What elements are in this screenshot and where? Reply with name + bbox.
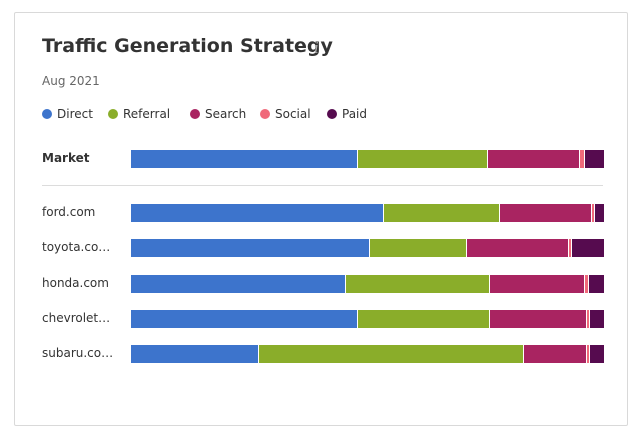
market-label: Market <box>42 151 90 165</box>
legend-item-paid[interactable]: Paid <box>327 107 367 121</box>
bar-segment-social[interactable] <box>580 150 586 168</box>
bar-segment-direct[interactable] <box>131 204 385 222</box>
bar-segment-referral[interactable] <box>358 310 491 328</box>
domain-label: toyota.co… <box>42 240 111 254</box>
legend-swatch <box>327 109 337 119</box>
bar-segment-search[interactable] <box>499 204 593 222</box>
bar-segment-direct[interactable] <box>131 150 359 168</box>
legend-item-referral[interactable]: Referral <box>108 107 170 121</box>
legend-item-social[interactable]: Social <box>260 107 311 121</box>
legend-swatch <box>108 109 118 119</box>
bar-segment-direct[interactable] <box>131 310 359 328</box>
domain-bar[interactable] <box>131 275 604 293</box>
bar-segment-paid[interactable] <box>594 204 604 222</box>
domain-bar[interactable] <box>131 345 604 363</box>
legend-label: Direct <box>57 107 93 121</box>
bar-segment-social[interactable] <box>587 310 590 328</box>
domain-bar[interactable] <box>131 204 604 222</box>
bar-segment-search[interactable] <box>490 310 588 328</box>
legend-label: Referral <box>123 107 171 121</box>
legend-item-search[interactable]: Search <box>190 107 246 121</box>
info-icon[interactable]: i <box>314 39 319 57</box>
bar-segment-direct[interactable] <box>131 345 259 363</box>
domain-bar[interactable] <box>131 310 604 328</box>
bar-segment-referral[interactable] <box>258 345 524 363</box>
bar-segment-search[interactable] <box>466 239 569 257</box>
bar-segment-paid[interactable] <box>589 345 604 363</box>
bar-segment-referral[interactable] <box>358 150 489 168</box>
traffic-strategy-card: Traffic Generation Strategy i Aug 2021 D… <box>14 12 628 426</box>
market-divider <box>42 185 603 186</box>
bar-segment-referral[interactable] <box>384 204 500 222</box>
legend-swatch <box>190 109 200 119</box>
bar-segment-paid[interactable] <box>589 310 604 328</box>
bar-segment-social[interactable] <box>592 204 595 222</box>
date-label: Aug 2021 <box>42 74 100 88</box>
legend-label: Social <box>275 107 311 121</box>
bar-segment-social[interactable] <box>568 239 573 257</box>
bar-segment-search[interactable] <box>488 150 581 168</box>
bar-segment-paid[interactable] <box>585 150 604 168</box>
bar-segment-paid[interactable] <box>588 275 604 293</box>
bar-segment-direct[interactable] <box>131 239 370 257</box>
chart-title: Traffic Generation Strategy <box>42 35 333 57</box>
domain-label: subaru.co… <box>42 346 114 360</box>
legend-label: Search <box>205 107 247 121</box>
legend-item-direct[interactable]: Direct <box>42 107 93 121</box>
bar-segment-search[interactable] <box>523 345 588 363</box>
bar-segment-referral[interactable] <box>369 239 467 257</box>
bar-segment-referral[interactable] <box>346 275 491 293</box>
bar-segment-social[interactable] <box>587 345 590 363</box>
legend-swatch <box>260 109 270 119</box>
market-bar[interactable] <box>131 150 604 168</box>
legend-label: Paid <box>342 107 368 121</box>
bar-segment-direct[interactable] <box>131 275 347 293</box>
legend-swatch <box>42 109 52 119</box>
domain-label: honda.com <box>42 276 109 290</box>
domain-bar[interactable] <box>131 239 604 257</box>
bar-segment-search[interactable] <box>490 275 586 293</box>
bar-segment-social[interactable] <box>585 275 589 293</box>
domain-label: ford.com <box>42 205 96 219</box>
domain-label: chevrolet… <box>42 311 111 325</box>
bar-segment-paid[interactable] <box>572 239 604 257</box>
